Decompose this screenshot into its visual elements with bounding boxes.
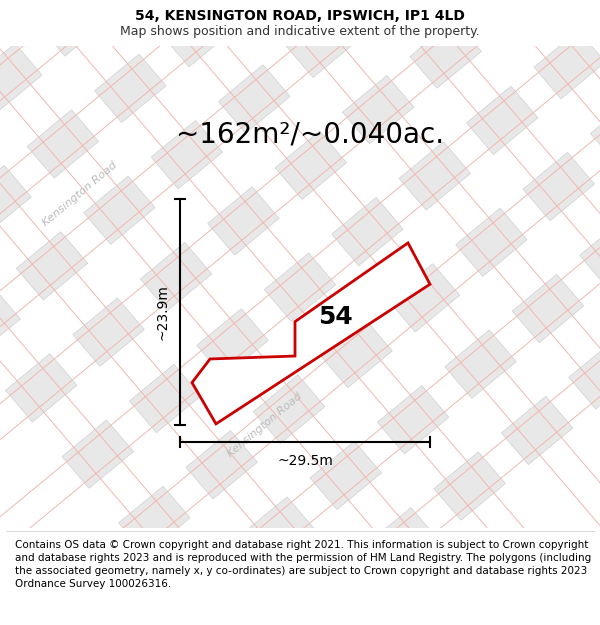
Polygon shape bbox=[321, 319, 392, 388]
Text: ~23.9m: ~23.9m bbox=[155, 284, 169, 340]
Polygon shape bbox=[455, 208, 527, 276]
Polygon shape bbox=[175, 552, 247, 621]
Polygon shape bbox=[343, 76, 414, 144]
Text: Map shows position and indicative extent of the property.: Map shows position and indicative extent… bbox=[120, 25, 480, 38]
Polygon shape bbox=[186, 431, 257, 499]
Polygon shape bbox=[0, 166, 31, 234]
Polygon shape bbox=[208, 187, 279, 255]
Polygon shape bbox=[62, 420, 133, 488]
Polygon shape bbox=[218, 65, 290, 133]
Polygon shape bbox=[580, 219, 600, 287]
Polygon shape bbox=[332, 198, 403, 266]
Polygon shape bbox=[512, 274, 584, 342]
Polygon shape bbox=[264, 253, 336, 321]
Polygon shape bbox=[27, 110, 98, 178]
Polygon shape bbox=[38, 0, 109, 56]
Polygon shape bbox=[192, 243, 430, 424]
Polygon shape bbox=[73, 298, 145, 366]
Polygon shape bbox=[253, 375, 325, 443]
Text: Kensington Road: Kensington Road bbox=[226, 391, 304, 459]
Polygon shape bbox=[16, 232, 88, 300]
Polygon shape bbox=[410, 20, 481, 88]
Polygon shape bbox=[5, 354, 77, 422]
Polygon shape bbox=[434, 452, 505, 520]
Polygon shape bbox=[467, 86, 538, 154]
Polygon shape bbox=[140, 242, 212, 311]
Polygon shape bbox=[130, 364, 201, 432]
Polygon shape bbox=[197, 309, 268, 377]
Polygon shape bbox=[590, 97, 600, 165]
Polygon shape bbox=[242, 497, 314, 565]
Polygon shape bbox=[229, 0, 301, 11]
Polygon shape bbox=[388, 264, 460, 332]
Polygon shape bbox=[569, 341, 600, 409]
Polygon shape bbox=[162, 0, 233, 67]
Polygon shape bbox=[84, 176, 155, 244]
Polygon shape bbox=[353, 0, 425, 22]
Polygon shape bbox=[95, 54, 166, 122]
Polygon shape bbox=[232, 619, 303, 625]
Polygon shape bbox=[523, 152, 595, 221]
Polygon shape bbox=[445, 330, 516, 398]
Polygon shape bbox=[286, 9, 358, 78]
Polygon shape bbox=[502, 396, 573, 464]
Polygon shape bbox=[299, 563, 371, 625]
Polygon shape bbox=[310, 441, 382, 509]
Polygon shape bbox=[367, 508, 438, 576]
Polygon shape bbox=[0, 288, 20, 356]
Text: Contains OS data © Crown copyright and database right 2021. This information is : Contains OS data © Crown copyright and d… bbox=[15, 540, 591, 589]
Text: ~162m²/~0.040ac.: ~162m²/~0.040ac. bbox=[176, 121, 444, 149]
Polygon shape bbox=[534, 31, 600, 99]
Polygon shape bbox=[151, 121, 223, 189]
Text: 54, KENSINGTON ROAD, IPSWICH, IP1 4LD: 54, KENSINGTON ROAD, IPSWICH, IP1 4LD bbox=[135, 9, 465, 23]
Polygon shape bbox=[275, 131, 347, 199]
Text: Kensington Road: Kensington Road bbox=[41, 160, 119, 228]
Polygon shape bbox=[399, 142, 470, 210]
Text: ~29.5m: ~29.5m bbox=[277, 454, 333, 468]
Polygon shape bbox=[377, 386, 449, 454]
Polygon shape bbox=[0, 44, 42, 112]
Text: 54: 54 bbox=[317, 305, 352, 329]
Polygon shape bbox=[478, 0, 549, 32]
Polygon shape bbox=[119, 486, 190, 554]
